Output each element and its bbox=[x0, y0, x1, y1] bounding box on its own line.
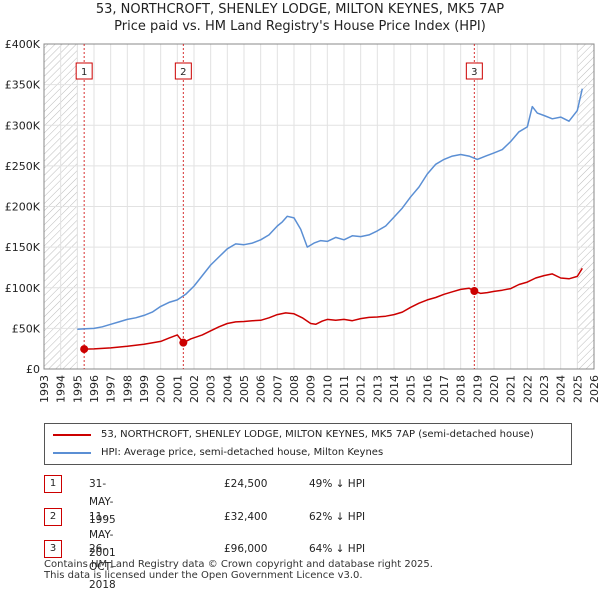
y-tick-label: £100K bbox=[5, 282, 41, 295]
x-tick-label: 2002 bbox=[188, 375, 201, 403]
x-tick-label: 2004 bbox=[221, 375, 234, 403]
transaction-badge: 1 bbox=[44, 475, 62, 493]
x-tick-label: 2024 bbox=[555, 375, 568, 403]
y-tick-label: £350K bbox=[5, 79, 41, 92]
legend-swatch-hpi bbox=[53, 452, 91, 454]
sale-number-box bbox=[75, 62, 93, 80]
y-tick-label: £300K bbox=[5, 119, 41, 132]
x-tick-label: 1997 bbox=[105, 375, 118, 403]
x-tick-label: 2005 bbox=[238, 375, 251, 403]
transaction-hpi-diff: 62% ↓ HPI bbox=[309, 511, 366, 523]
x-tick-label: 2020 bbox=[488, 375, 501, 403]
price-chart: £0 £50K £100K £150K £200K £250K £300K £350K £400… bbox=[5, 38, 600, 403]
property-series-line bbox=[84, 267, 583, 350]
x-tick-label: 2007 bbox=[271, 375, 284, 403]
y-tick-label: £0 bbox=[26, 363, 40, 376]
x-tick-label: 2023 bbox=[538, 375, 551, 403]
x-tick-label: 2006 bbox=[255, 375, 268, 403]
footer-licence: This data is licensed under the Open Gov… bbox=[44, 570, 363, 581]
x-tick-label: 2010 bbox=[321, 375, 334, 403]
transaction-price: £96,000 bbox=[224, 543, 268, 555]
x-tick-label: 1999 bbox=[138, 375, 151, 403]
legend-swatch-property bbox=[53, 434, 91, 436]
hpi-series-line bbox=[77, 88, 584, 330]
x-tick-label: 2015 bbox=[405, 375, 418, 403]
x-tick-label: 2017 bbox=[438, 375, 451, 403]
x-tick-label: 2019 bbox=[471, 375, 484, 403]
x-tick-label: 2018 bbox=[455, 375, 468, 403]
y-tick-label: £400K bbox=[5, 38, 41, 51]
y-tick-label: £150K bbox=[5, 241, 41, 254]
chart-subtitle: Price paid vs. HM Land Registry's House … bbox=[114, 19, 486, 34]
transaction-badge: 3 bbox=[44, 540, 62, 558]
sale-point bbox=[179, 338, 188, 347]
y-tick-label: £50K bbox=[12, 322, 41, 335]
x-tick-label: 1995 bbox=[71, 375, 84, 403]
transaction-date: 26-OCT-2018 bbox=[89, 543, 116, 591]
sale-number-box bbox=[174, 62, 192, 80]
x-tick-label: 2012 bbox=[355, 375, 368, 403]
transaction-price: £32,400 bbox=[224, 511, 268, 523]
transaction-date: 31-MAY-1995 bbox=[89, 478, 116, 526]
transaction-date: 11-MAY-2001 bbox=[89, 511, 116, 559]
sale-number-label: 3 bbox=[471, 67, 477, 78]
legend: 53, NORTHCROFT, SHENLEY LODGE, MILTON KE… bbox=[44, 423, 572, 465]
y-tick-label: £250K bbox=[5, 160, 41, 173]
x-tick-label: 2003 bbox=[205, 375, 218, 403]
transaction-badge: 2 bbox=[44, 508, 62, 526]
transaction-hpi-diff: 49% ↓ HPI bbox=[309, 478, 366, 490]
legend-label-hpi: HPI: Average price, semi-detached house,… bbox=[101, 447, 384, 458]
x-tick-label: 2026 bbox=[588, 375, 600, 403]
x-tick-label: 2021 bbox=[505, 375, 518, 403]
legend-label-property: 53, NORTHCROFT, SHENLEY LODGE, MILTON KE… bbox=[101, 429, 534, 440]
x-tick-label: 2016 bbox=[421, 375, 434, 403]
x-tick-label: 2000 bbox=[155, 375, 168, 403]
x-tick-label: 2014 bbox=[388, 375, 401, 403]
transaction-hpi-diff: 64% ↓ HPI bbox=[309, 543, 366, 555]
sale-number-label: 2 bbox=[180, 67, 186, 78]
sale-number-label: 1 bbox=[81, 67, 87, 78]
sale-number-box bbox=[465, 62, 483, 80]
y-tick-label: £200K bbox=[5, 201, 41, 214]
x-tick-label: 2009 bbox=[305, 375, 318, 403]
plot-frame bbox=[43, 43, 595, 370]
sale-point bbox=[470, 287, 479, 295]
x-tick-label: 2008 bbox=[288, 375, 301, 403]
transaction-price: £24,500 bbox=[224, 478, 268, 490]
x-tick-label: 1996 bbox=[88, 375, 101, 403]
sale-point bbox=[80, 345, 89, 354]
x-tick-label: 2001 bbox=[171, 375, 184, 403]
footer-copyright: Contains HM Land Registry data © Crown c… bbox=[44, 559, 433, 570]
x-tick-label: 2011 bbox=[338, 375, 351, 403]
x-tick-label: 1998 bbox=[121, 375, 134, 403]
x-tick-label: 2022 bbox=[521, 375, 534, 403]
x-tick-label: 1994 bbox=[55, 375, 68, 403]
x-tick-label: 2025 bbox=[571, 375, 584, 403]
chart-title-address: 53, NORTHCROFT, SHENLEY LODGE, MILTON KE… bbox=[95, 2, 505, 17]
footer-attribution: Contains HM Land Registry data © Crown c… bbox=[44, 559, 433, 581]
x-tick-label: 1993 bbox=[38, 375, 51, 403]
x-tick-label: 2013 bbox=[371, 375, 384, 403]
